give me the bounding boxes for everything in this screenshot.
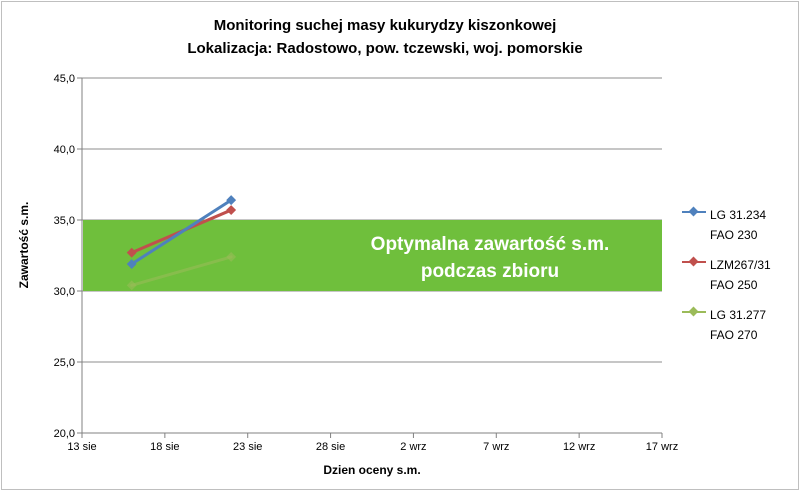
legend-marker <box>688 306 699 317</box>
band-label-line1: Optymalna zawartość s.m. <box>371 234 610 255</box>
chart-title: Monitoring suchej masy kukurydzy kiszonk… <box>0 14 770 60</box>
series-line <box>130 255 233 287</box>
data-point <box>126 280 137 291</box>
y-tick-label: 25,0 <box>54 357 75 369</box>
data-point <box>126 247 137 258</box>
x-tick-label: 23 sie <box>233 441 262 453</box>
x-tick-label: 12 wrz <box>563 441 595 453</box>
data-point <box>226 205 237 216</box>
data-point <box>226 251 237 262</box>
y-tick-label: 30,0 <box>54 286 75 298</box>
legend-item: LZM267/31 FAO 250 <box>682 256 792 306</box>
legend: LG 31.234 FAO 230 LZM267/31 FAO 250 LG 31.… <box>682 206 792 356</box>
legend-item: LG 31.277 FAO 270 <box>682 306 792 356</box>
x-tick-label: 17 wrz <box>646 441 678 453</box>
x-tick-label: 2 wrz <box>400 441 426 453</box>
x-tick-label: 18 sie <box>150 441 179 453</box>
data-point <box>126 259 137 269</box>
legend-label: LG 31.234 FAO 230 <box>710 208 767 242</box>
y-tick-label: 35,0 <box>54 215 75 227</box>
y-tick-label: 45,0 <box>54 73 75 85</box>
legend-label: LG 31.277 FAO 270 <box>710 308 767 342</box>
data-point <box>226 195 237 206</box>
band-label-line2: podczas zbioru <box>421 261 559 282</box>
legend-item: LG 31.234 FAO 230 <box>682 206 792 256</box>
x-tick-label: 28 sie <box>316 441 345 453</box>
y-tick-label: 40,0 <box>54 144 75 156</box>
legend-label: LZM267/31 FAO 250 <box>710 258 771 292</box>
y-axis-label: Zawartość s.m. <box>17 201 31 289</box>
chart-title-line1: Monitoring suchej masy kukurydzy kiszonk… <box>213 17 557 34</box>
legend-marker <box>688 206 699 217</box>
y-tick-label: 20,0 <box>54 428 75 440</box>
series-line <box>130 198 233 266</box>
chart-title-line2: Lokalizacja: Radostowo, pow. tczewski, w… <box>187 40 583 57</box>
x-tick-label: 7 wrz <box>483 441 509 453</box>
legend-marker <box>688 256 699 267</box>
x-tick-label: 13 sie <box>67 441 96 453</box>
x-axis-label: Dzien oceny s.m. <box>323 463 421 477</box>
optimal-band <box>83 220 662 291</box>
